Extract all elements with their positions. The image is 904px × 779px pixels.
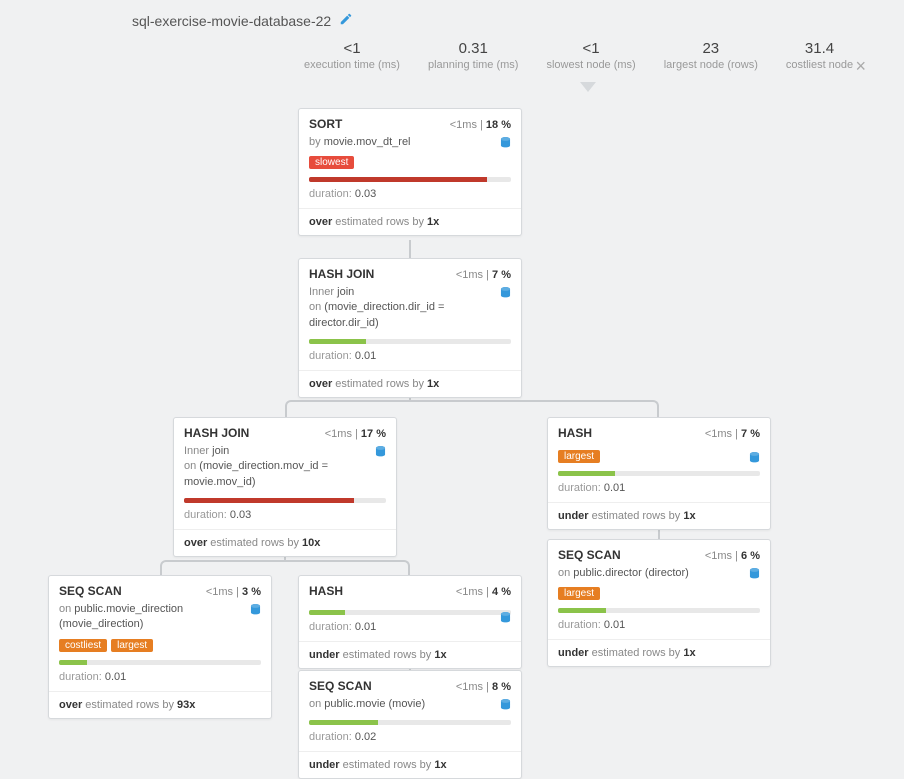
database-icon[interactable] [250, 604, 261, 620]
progress-track [309, 720, 511, 725]
duration-text: duration: 0.01 [558, 482, 760, 494]
node-title: SEQ SCAN [309, 679, 372, 693]
node-desc: on public.movie (movie) [309, 697, 511, 712]
progress-bar [558, 471, 615, 476]
plan-canvas: SORT <1ms | 18 % by movie.mov_dt_rel slo… [0, 0, 904, 741]
node-desc: on public.movie_direction (movie_directi… [59, 602, 261, 633]
progress-bar [59, 660, 87, 665]
progress-track [309, 177, 511, 182]
progress-track [558, 608, 760, 613]
badge-costliest: costliest [59, 639, 107, 652]
node-metrics: <1ms | 18 % [450, 119, 511, 131]
node-metrics: <1ms | 3 % [206, 586, 261, 598]
node-title: HASH JOIN [309, 267, 374, 281]
node-desc: Inner joinon (movie_direction.mov_id = m… [184, 444, 386, 490]
duration-text: duration: 0.01 [309, 621, 511, 633]
connector [160, 560, 410, 575]
node-title: SEQ SCAN [59, 584, 122, 598]
node-footer: over estimated rows by 93x [49, 691, 271, 718]
node-title: HASH [309, 584, 343, 598]
duration-text: duration: 0.01 [309, 350, 511, 362]
plan-node-sort[interactable]: SORT <1ms | 18 % by movie.mov_dt_rel slo… [298, 108, 522, 236]
progress-track [309, 339, 511, 344]
node-desc: Inner joinon (movie_direction.dir_id = d… [309, 285, 511, 331]
node-desc: by movie.mov_dt_rel [309, 135, 511, 150]
progress-bar [309, 610, 345, 615]
database-icon[interactable] [375, 446, 386, 462]
database-icon[interactable] [749, 568, 760, 584]
badge-largest: largest [558, 450, 600, 463]
node-metrics: <1ms | 7 % [456, 269, 511, 281]
database-icon[interactable] [500, 287, 511, 303]
plan-node-hash_r[interactable]: HASH <1ms | 7 % largest duration: 0.01 u… [547, 417, 771, 530]
database-icon[interactable] [500, 699, 511, 715]
progress-bar [309, 339, 366, 344]
database-icon[interactable] [749, 452, 760, 468]
node-footer: under estimated rows by 1x [548, 502, 770, 529]
duration-text: duration: 0.03 [309, 188, 511, 200]
node-metrics: <1ms | 4 % [456, 586, 511, 598]
node-title: SORT [309, 117, 342, 131]
duration-text: duration: 0.03 [184, 509, 386, 521]
node-desc: on public.director (director) [558, 566, 760, 581]
badge-largest: largest [111, 639, 153, 652]
badge-slowest: slowest [309, 156, 354, 169]
plan-node-hashjoin1[interactable]: HASH JOIN <1ms | 7 % Inner joinon (movie… [298, 258, 522, 398]
duration-text: duration: 0.01 [59, 671, 261, 683]
plan-node-seq_movie[interactable]: SEQ SCAN <1ms | 8 % on public.movie (mov… [298, 670, 522, 779]
badge-largest: largest [558, 587, 600, 600]
connector [285, 400, 659, 417]
progress-track [309, 610, 511, 615]
node-footer: under estimated rows by 1x [299, 641, 521, 668]
progress-bar [309, 177, 487, 182]
node-metrics: <1ms | 7 % [705, 428, 760, 440]
node-title: HASH [558, 426, 592, 440]
duration-text: duration: 0.02 [309, 731, 511, 743]
progress-track [59, 660, 261, 665]
node-metrics: <1ms | 6 % [705, 550, 760, 562]
node-footer: over estimated rows by 10x [174, 529, 396, 556]
progress-track [558, 471, 760, 476]
node-footer: over estimated rows by 1x [299, 208, 521, 235]
database-icon[interactable] [500, 137, 511, 153]
node-footer: under estimated rows by 1x [299, 751, 521, 778]
node-metrics: <1ms | 8 % [456, 681, 511, 693]
node-title: HASH JOIN [184, 426, 249, 440]
progress-track [184, 498, 386, 503]
node-title: SEQ SCAN [558, 548, 621, 562]
node-metrics: <1ms | 17 % [325, 428, 386, 440]
plan-node-seq_movdir[interactable]: SEQ SCAN <1ms | 3 % on public.movie_dire… [48, 575, 272, 719]
plan-node-seq_director[interactable]: SEQ SCAN <1ms | 6 % on public.director (… [547, 539, 771, 667]
progress-bar [309, 720, 378, 725]
connector [409, 240, 411, 258]
plan-node-hash_l[interactable]: HASH <1ms | 4 % duration: 0.01 under est… [298, 575, 522, 669]
node-footer: over estimated rows by 1x [299, 370, 521, 397]
progress-bar [558, 608, 606, 613]
progress-bar [184, 498, 354, 503]
database-icon[interactable] [500, 612, 511, 628]
node-footer: under estimated rows by 1x [548, 639, 770, 666]
duration-text: duration: 0.01 [558, 619, 760, 631]
plan-node-hashjoin2[interactable]: HASH JOIN <1ms | 17 % Inner joinon (movi… [173, 417, 397, 557]
